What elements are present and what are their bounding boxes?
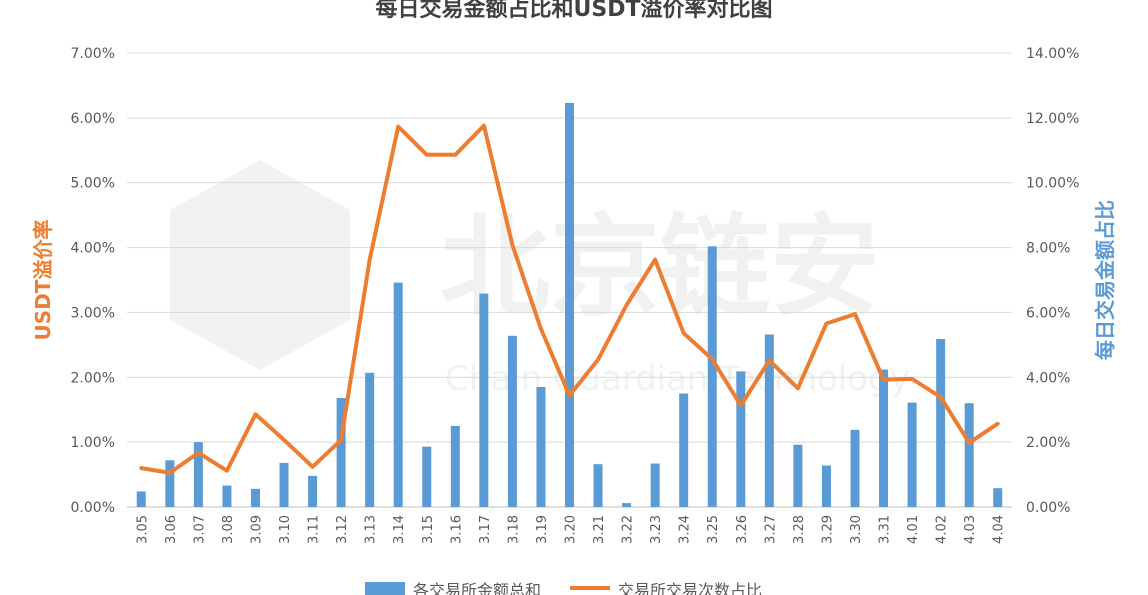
watermark-subtext: Chain Guardian Technology — [445, 359, 910, 399]
x-tick-label: 3.15 — [421, 515, 436, 544]
bar — [422, 446, 432, 507]
bar — [993, 488, 1003, 507]
y-tick-left: 6.00% — [71, 111, 115, 127]
watermark: 北京链安 Chain Guardian Technology — [170, 160, 910, 399]
y-tick-left: 3.00% — [71, 305, 115, 321]
x-tick-label: 3.25 — [706, 515, 721, 544]
x-tick-label: 4.04 — [992, 515, 1007, 544]
x-tick-label: 4.03 — [963, 515, 978, 544]
y-tick-right: 8.00% — [1026, 241, 1070, 257]
bar — [336, 398, 346, 507]
bar — [850, 429, 860, 507]
y-tick-right: 6.00% — [1026, 305, 1070, 321]
x-tick-label: 3.21 — [592, 515, 607, 544]
x-tick-label: 3.23 — [649, 515, 664, 544]
legend-swatch-bar — [365, 582, 405, 595]
y-tick-right: 14.00% — [1026, 46, 1079, 62]
bar — [907, 402, 917, 507]
bar — [707, 246, 717, 507]
x-tick-label: 3.24 — [678, 515, 693, 544]
bar — [165, 460, 175, 507]
y-tick-right: 12.00% — [1026, 111, 1079, 127]
x-ticks: 3.05 3.06 3.07 3.08 3.09 3.10 3.11 3.12 3.13 3.14… — [135, 515, 1006, 544]
bar — [821, 465, 831, 507]
bar — [393, 282, 403, 507]
legend: 各交易所金额总和 交易所交易次数占比 — [365, 581, 762, 595]
y-tick-left: 5.00% — [71, 176, 115, 192]
x-tick-label: 3.05 — [135, 515, 150, 544]
bar — [679, 393, 689, 507]
x-tick-label: 3.11 — [307, 515, 322, 544]
bar — [308, 475, 318, 507]
hexagon-logo-icon — [170, 160, 350, 370]
x-tick-label: 4.02 — [935, 515, 950, 544]
bar — [879, 369, 889, 507]
y-tick-right: 4.00% — [1026, 370, 1070, 386]
x-tick-label: 3.18 — [506, 515, 521, 544]
y-tick-left: 1.00% — [71, 435, 115, 451]
bar — [736, 371, 746, 507]
bar — [193, 442, 203, 507]
bar — [622, 503, 632, 507]
bar — [536, 387, 546, 507]
x-tick-label: 3.19 — [535, 515, 550, 544]
x-tick-label: 3.06 — [164, 515, 179, 544]
bar — [764, 334, 774, 507]
y-tick-right: 10.00% — [1026, 176, 1079, 192]
bar — [593, 464, 603, 507]
bar — [450, 425, 460, 507]
x-tick-label: 4.01 — [906, 515, 921, 544]
chart-title: 每日交易金额占比和USDT溢价率对比图 — [376, 0, 773, 22]
x-tick-label: 3.09 — [249, 515, 264, 544]
bar — [793, 444, 803, 507]
y-tick-left: 4.00% — [71, 241, 115, 257]
y-tick-right: 2.00% — [1026, 435, 1070, 451]
x-tick-label: 3.13 — [364, 515, 379, 544]
bar — [250, 488, 260, 507]
y-axis-label-right: 每日交易金额占比 — [1093, 200, 1117, 360]
y-tick-left: 0.00% — [71, 500, 115, 516]
y-axis-label-left: USDT溢价率 — [31, 220, 55, 341]
x-tick-label: 3.20 — [564, 515, 579, 544]
y-ticks-right: 0.00% 2.00% 4.00% 6.00% 8.00% 10.00% 12.00% 14.… — [1026, 46, 1079, 516]
x-tick-label: 3.29 — [820, 515, 835, 544]
legend-label-bar: 各交易所金额总和 — [413, 581, 541, 595]
x-tick-label: 3.12 — [335, 515, 350, 544]
bar — [650, 463, 660, 507]
x-tick-label: 3.07 — [192, 515, 207, 544]
y-tick-left: 2.00% — [71, 370, 115, 386]
x-tick-label: 3.17 — [478, 515, 493, 544]
x-tick-label: 3.31 — [878, 515, 893, 544]
bar — [479, 293, 489, 507]
y-tick-left: 7.00% — [71, 46, 115, 62]
x-tick-label: 3.16 — [449, 515, 464, 544]
y-tick-right: 0.00% — [1026, 500, 1070, 516]
legend-label-line: 交易所交易次数占比 — [618, 581, 762, 595]
x-tick-label: 3.10 — [278, 515, 293, 544]
bar — [136, 491, 146, 507]
bar — [936, 339, 946, 507]
bars — [136, 102, 1003, 507]
bar — [507, 335, 517, 507]
x-tick-label: 3.27 — [763, 515, 778, 544]
x-tick-label: 3.22 — [621, 515, 636, 544]
x-tick-label: 3.26 — [735, 515, 750, 544]
x-tick-label: 3.28 — [792, 515, 807, 544]
bar — [222, 485, 232, 507]
y-ticks-left: 0.00% 1.00% 2.00% 3.00% 4.00% 5.00% 6.00% 7.00% — [71, 46, 115, 516]
bar — [365, 372, 375, 507]
bar — [565, 102, 574, 507]
x-tick-label: 3.08 — [221, 515, 236, 544]
bar — [964, 403, 974, 507]
x-tick-label: 3.30 — [849, 515, 864, 544]
x-tick-label: 3.14 — [392, 515, 407, 544]
bar — [279, 462, 289, 507]
series-line — [139, 123, 1000, 475]
